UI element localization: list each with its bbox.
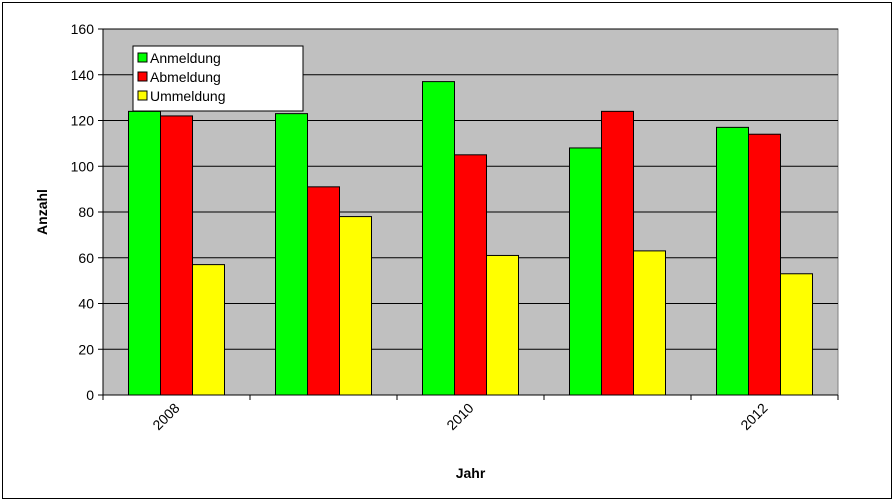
bar-abmeldung	[601, 110, 634, 396]
y-tick-labels: 0 20 40 60 80 100 120 140 160	[71, 21, 103, 403]
y-tick-label: 160	[71, 21, 95, 37]
x-tick-labels: 2008 2010 2012	[102, 395, 839, 433]
bar-ummeldung	[339, 216, 372, 396]
x-tick-label: 2008	[149, 400, 182, 433]
bar-ummeldung	[486, 254, 519, 396]
y-tick-label: 0	[86, 387, 94, 403]
bar-abmeldung	[748, 133, 781, 396]
bar-anmeldung	[569, 147, 602, 396]
bar-abmeldung	[454, 154, 487, 396]
bar-anmeldung	[716, 126, 749, 396]
x-tick-label: 2010	[443, 400, 476, 433]
legend-label-anmeldung: Anmeldung	[150, 50, 221, 66]
y-tick-label: 20	[78, 341, 94, 357]
bar-anmeldung	[275, 113, 308, 396]
y-axis-title: Anzahl	[34, 189, 50, 235]
legend-label-abmeldung: Abmeldung	[150, 69, 221, 85]
bar-abmeldung	[307, 186, 340, 396]
legend-swatch-anmeldung	[137, 52, 148, 63]
bar-anmeldung	[422, 81, 455, 396]
x-axis-title: Jahr	[456, 465, 486, 481]
y-tick-label: 120	[71, 113, 95, 129]
bar-ummeldung	[780, 273, 813, 396]
bar-ummeldung	[192, 264, 225, 396]
legend-label-ummeldung: Ummeldung	[150, 88, 225, 104]
bars	[128, 81, 813, 396]
y-tick-label: 80	[78, 204, 94, 220]
bar-ummeldung	[633, 250, 666, 396]
legend: Anmeldung Abmeldung Ummeldung	[132, 45, 304, 112]
y-tick-label: 100	[71, 158, 95, 174]
legend-box	[132, 45, 304, 112]
y-tick-label: 40	[78, 296, 94, 312]
x-tick-label: 2012	[737, 400, 770, 433]
bar-abmeldung	[160, 115, 193, 396]
y-tick-label: 60	[78, 250, 94, 266]
bar-anmeldung	[128, 110, 161, 396]
y-tick-label: 140	[71, 67, 95, 83]
legend-swatch-abmeldung	[137, 71, 148, 82]
legend-swatch-ummeldung	[137, 90, 148, 101]
